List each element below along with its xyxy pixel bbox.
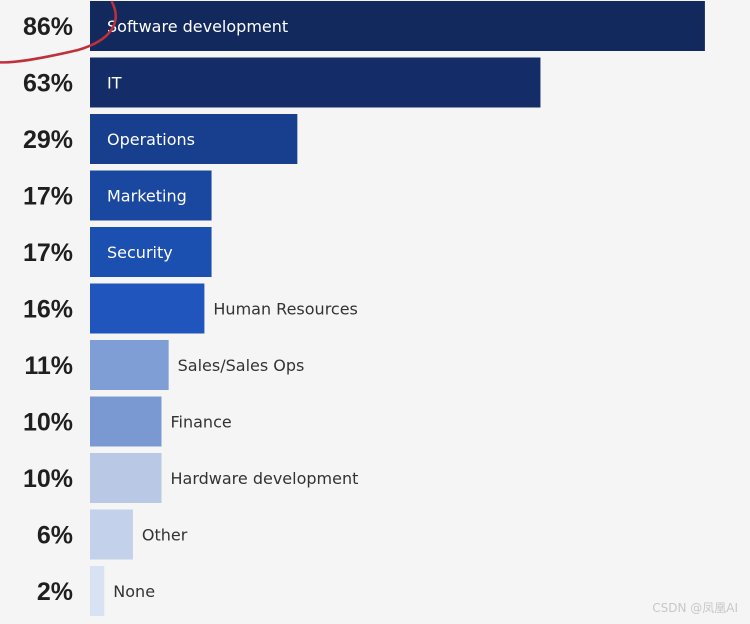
value-label-finance: 10%: [23, 409, 73, 437]
bar-other: [90, 509, 133, 560]
bar-hardware-development: [90, 453, 162, 503]
category-label-none: None: [113, 582, 155, 601]
bars-layer: 86% Software development 63% IT 29% Operation…: [23, 1, 705, 616]
category-label-human-resources: Human Resources: [213, 300, 358, 319]
category-label-sales-sales-ops: Sales/Sales Ops: [178, 356, 305, 375]
bar-none: [90, 566, 105, 616]
bar-finance: [90, 396, 162, 447]
bar-human-resources: [90, 283, 205, 334]
value-label-marketing: 17%: [23, 183, 73, 211]
highlight-circle: [0, 0, 117, 64]
bar-security: [90, 227, 212, 277]
value-label-human-resources: 16%: [23, 296, 73, 324]
value-label-software-development: 86%: [23, 13, 73, 41]
category-label-security: Security: [107, 243, 173, 262]
bar-software-development: [90, 1, 705, 51]
value-label-it: 63%: [23, 70, 73, 98]
bar-it: [90, 57, 541, 108]
bar-sales-sales-ops: [90, 340, 169, 390]
category-label-it: IT: [107, 74, 122, 93]
value-label-security: 17%: [23, 239, 73, 267]
value-label-sales-sales-ops: 11%: [24, 352, 73, 380]
category-label-finance: Finance: [171, 413, 232, 432]
value-label-operations: 29%: [23, 126, 73, 154]
watermark: CSDN @凤凰AI: [652, 601, 738, 615]
value-label-hardware-development: 10%: [23, 465, 73, 493]
bar-marketing: [90, 170, 212, 221]
category-label-software-development: Software development: [107, 17, 288, 36]
value-label-none: 2%: [37, 578, 73, 606]
category-label-other: Other: [142, 526, 188, 545]
category-label-hardware-development: Hardware development: [171, 469, 359, 488]
value-label-other: 6%: [37, 522, 73, 550]
bar-operations: [90, 114, 298, 164]
category-label-marketing: Marketing: [107, 187, 187, 206]
category-label-operations: Operations: [107, 130, 195, 149]
